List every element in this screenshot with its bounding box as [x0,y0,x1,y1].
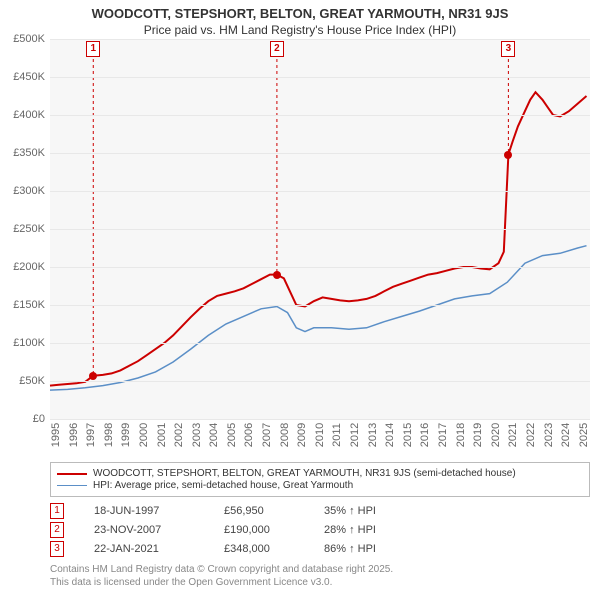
x-tick-label: 2010 [314,423,326,447]
x-tick-label: 2022 [525,423,537,447]
x-tick-label: 2008 [279,423,291,447]
footer-attribution: Contains HM Land Registry data © Crown c… [50,563,590,589]
y-tick-label: £150K [0,299,45,311]
sale-marker-dot [504,151,512,159]
y-tick-label: £0 [0,413,45,425]
legend-label: WOODCOTT, STEPSHORT, BELTON, GREAT YARMO… [93,468,516,479]
x-tick-label: 2019 [472,423,484,447]
y-tick-label: £500K [0,33,45,45]
x-tick-label: 2012 [349,423,361,447]
sales-row-hpi: 86% ↑ HPI [324,543,424,555]
x-tick-label: 2021 [507,423,519,447]
sales-row-marker: 1 [50,503,64,519]
x-tick-label: 1996 [68,423,80,447]
x-tick-label: 2004 [208,423,220,447]
x-tick-label: 2014 [384,423,396,447]
sales-row-price: £56,950 [224,505,324,517]
sales-row-marker: 2 [50,522,64,538]
y-tick-label: £50K [0,375,45,387]
legend-swatch [57,473,87,475]
x-tick-label: 2023 [543,423,555,447]
x-tick-label: 2018 [455,423,467,447]
gridline [50,305,590,306]
x-tick-label: 2001 [156,423,168,447]
gridline [50,191,590,192]
x-tick-label: 2009 [296,423,308,447]
gridline [50,77,590,78]
chart-container: WOODCOTT, STEPSHORT, BELTON, GREAT YARMO… [0,0,600,589]
x-tick-label: 1999 [120,423,132,447]
sales-row: 1 18-JUN-1997£56,95035% ↑ HPI [50,503,590,519]
x-tick-label: 2020 [490,423,502,447]
gridline [50,39,590,40]
sales-row-hpi: 35% ↑ HPI [324,505,424,517]
gridline [50,267,590,268]
x-tick-label: 2013 [367,423,379,447]
sale-marker-box: 3 [501,41,515,57]
x-tick-label: 2025 [578,423,590,447]
sales-row-hpi: 28% ↑ HPI [324,524,424,536]
x-tick-label: 2015 [402,423,414,447]
x-tick-label: 2000 [138,423,150,447]
y-tick-label: £100K [0,337,45,349]
sale-marker-dot [89,372,97,380]
chart-title-line2: Price paid vs. HM Land Registry's House … [10,23,590,37]
footer-line2: This data is licensed under the Open Gov… [50,576,590,589]
sales-row-date: 18-JUN-1997 [94,505,224,517]
sales-row-date: 22-JAN-2021 [94,543,224,555]
x-tick-label: 2003 [191,423,203,447]
y-tick-label: £450K [0,71,45,83]
series-property [50,92,587,385]
x-tick-label: 2005 [226,423,238,447]
sales-row-marker: 3 [50,541,64,557]
sales-row-date: 23-NOV-2007 [94,524,224,536]
x-tick-label: 1997 [85,423,97,447]
footer-line1: Contains HM Land Registry data © Crown c… [50,563,590,576]
y-tick-label: £300K [0,185,45,197]
sales-row-price: £190,000 [224,524,324,536]
sales-row: 3 22-JAN-2021£348,00086% ↑ HPI [50,541,590,557]
plot-area: £0£50K£100K£150K£200K£250K£300K£350K£400… [50,39,590,420]
legend-label: HPI: Average price, semi-detached house,… [93,480,353,491]
y-tick-label: £350K [0,147,45,159]
gridline [50,343,590,344]
y-tick-label: £400K [0,109,45,121]
gridline [50,419,590,420]
x-tick-label: 2016 [419,423,431,447]
x-tick-label: 2017 [437,423,449,447]
x-tick-label: 2006 [243,423,255,447]
legend-item: WOODCOTT, STEPSHORT, BELTON, GREAT YARMO… [57,468,583,479]
sale-marker-box: 1 [86,41,100,57]
gridline [50,381,590,382]
x-tick-label: 2002 [173,423,185,447]
sale-marker-dot [273,271,281,279]
sales-row-price: £348,000 [224,543,324,555]
title-block: WOODCOTT, STEPSHORT, BELTON, GREAT YARMO… [0,0,600,39]
y-tick-label: £200K [0,261,45,273]
x-tick-label: 2011 [331,423,343,447]
x-tick-label: 1995 [50,423,62,447]
sales-row: 2 23-NOV-2007£190,00028% ↑ HPI [50,522,590,538]
legend-item: HPI: Average price, semi-detached house,… [57,480,583,491]
sale-marker-box: 2 [270,41,284,57]
gridline [50,115,590,116]
gridline [50,229,590,230]
y-tick-label: £250K [0,223,45,235]
legend: WOODCOTT, STEPSHORT, BELTON, GREAT YARMO… [50,462,590,497]
sales-table: 1 18-JUN-1997£56,95035% ↑ HPI 2 23-NOV-2007… [50,503,590,557]
legend-swatch [57,485,87,486]
x-tick-label: 2024 [560,423,572,447]
x-tick-label: 1998 [103,423,115,447]
x-tick-label: 2007 [261,423,273,447]
chart-title-line1: WOODCOTT, STEPSHORT, BELTON, GREAT YARMO… [10,6,590,21]
